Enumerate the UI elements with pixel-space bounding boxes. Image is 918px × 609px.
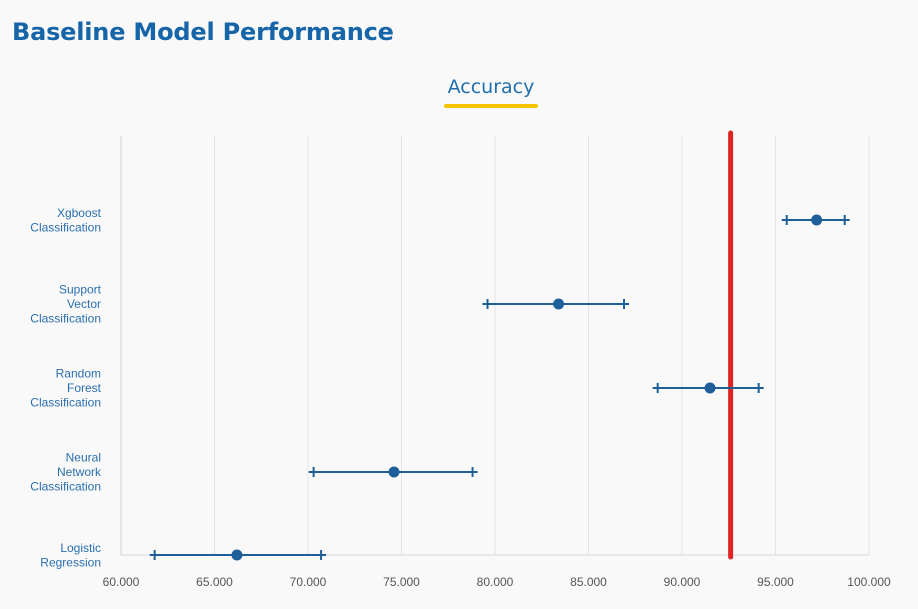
category-label-line: Xgboost bbox=[57, 206, 102, 220]
category-label-line: Classification bbox=[30, 220, 101, 234]
x-tick-label: 95.000 bbox=[757, 575, 794, 589]
category-label-line: Support bbox=[59, 283, 102, 297]
category-label-line: Regression bbox=[40, 555, 101, 569]
data-point bbox=[811, 214, 823, 226]
category-label: Support Vector Classification bbox=[30, 283, 101, 326]
category-label: Random Forest Classification bbox=[30, 367, 101, 410]
x-tick-label: 85.000 bbox=[570, 575, 607, 589]
tab-accuracy-label: Accuracy bbox=[447, 76, 535, 98]
x-axis-ticks: 60.000 65.000 70.000 75.000 80.000 85.000 90.0… bbox=[103, 575, 891, 589]
x-tick-label: 80.000 bbox=[477, 575, 514, 589]
x-tick-label: 70.000 bbox=[290, 575, 327, 589]
category-label: Neural Network Classification bbox=[30, 451, 102, 494]
data-marks bbox=[149, 214, 850, 561]
x-tick-label: 100.000 bbox=[847, 575, 891, 589]
grid-lines bbox=[120, 136, 870, 556]
x-tick-label: 60.000 bbox=[103, 575, 140, 589]
data-point bbox=[553, 298, 565, 310]
category-label-line: Neural bbox=[66, 451, 101, 465]
data-point bbox=[388, 466, 400, 478]
data-point bbox=[704, 382, 716, 394]
data-point bbox=[231, 549, 243, 561]
category-label-line: Classification bbox=[30, 480, 101, 494]
category-label: Logistic Regression bbox=[40, 541, 101, 570]
category-label-line: Vector bbox=[67, 297, 101, 311]
category-label-line: Forest bbox=[67, 381, 102, 395]
x-tick-label: 90.000 bbox=[664, 575, 701, 589]
category-label-line: Random bbox=[56, 367, 101, 381]
page-title: Baseline Model Performance bbox=[12, 18, 394, 46]
x-tick-label: 75.000 bbox=[383, 575, 420, 589]
x-tick-label: 65.000 bbox=[196, 575, 233, 589]
tab-accuracy[interactable]: Accuracy bbox=[444, 76, 538, 108]
tab-active-indicator bbox=[444, 104, 538, 108]
category-label-line: Network bbox=[57, 465, 102, 479]
category-label-line: Classification bbox=[30, 312, 101, 326]
category-label-line: Classification bbox=[30, 396, 101, 410]
category-label-line: Logistic bbox=[60, 541, 101, 555]
category-label: Xgboost Classification bbox=[30, 206, 101, 235]
